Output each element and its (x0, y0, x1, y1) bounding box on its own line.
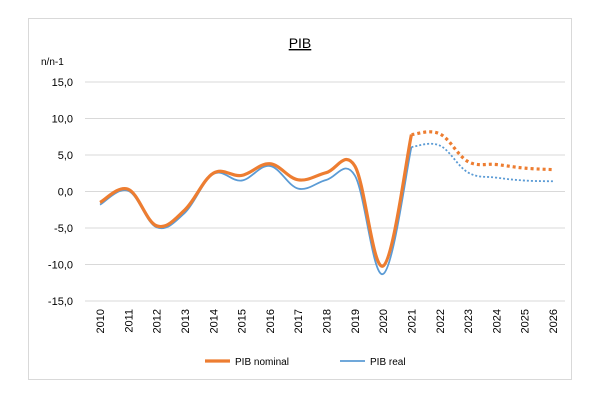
pib-nominal-line (99, 134, 414, 268)
x-tick-label: 2020 (378, 309, 390, 333)
x-tick-label: 2022 (435, 309, 447, 333)
series-lines (99, 130, 554, 275)
x-tick-label: 2025 (520, 309, 532, 333)
y-axis-ticks: 15,0 10,0 5,0 0,0 -5,0 -10,0 -15,0 (48, 77, 73, 308)
y-tick-label: -10,0 (48, 260, 73, 272)
chart-frame (28, 18, 572, 380)
chart-title: PIB (289, 35, 312, 51)
y-tick-label: 0,0 (58, 187, 73, 199)
pib-nominal-legend-label: PIB nominal (235, 357, 289, 368)
x-tick-label: 2018 (322, 309, 334, 333)
x-tick-label: 2017 (293, 309, 305, 333)
gridlines (85, 81, 565, 302)
x-tick-label: 2013 (180, 309, 192, 333)
x-axis-ticks: 2010 2011 2012 2013 2014 2015 2016 2017 2018 2019… (95, 309, 560, 333)
x-tick-label: 2023 (463, 309, 475, 333)
y-tick-label: -5,0 (54, 223, 73, 235)
x-tick-label: 2015 (237, 309, 249, 333)
pib-real-legend-label: PIB real (370, 357, 406, 368)
y-tick-label: 5,0 (58, 150, 73, 162)
x-tick-label: 2010 (95, 309, 107, 333)
y-tick-label: -15,0 (48, 296, 73, 308)
pib-real-forecast-line (411, 142, 554, 183)
y-axis-unit-label: n/n-1 (41, 57, 64, 68)
x-tick-label: 2012 (152, 309, 164, 333)
x-tick-label: 2011 (123, 309, 135, 333)
x-tick-label: 2024 (491, 309, 503, 333)
x-tick-label: 2019 (350, 309, 362, 333)
legend: PIB nominal PIB real (205, 357, 406, 368)
x-tick-label: 2014 (208, 309, 220, 333)
x-tick-label: 2026 (548, 309, 560, 333)
y-tick-label: 15,0 (52, 77, 73, 89)
x-tick-label: 2016 (265, 309, 277, 333)
y-tick-label: 10,0 (52, 114, 73, 126)
pib-nominal-forecast-line (411, 130, 554, 172)
x-tick-label: 2021 (406, 309, 418, 333)
